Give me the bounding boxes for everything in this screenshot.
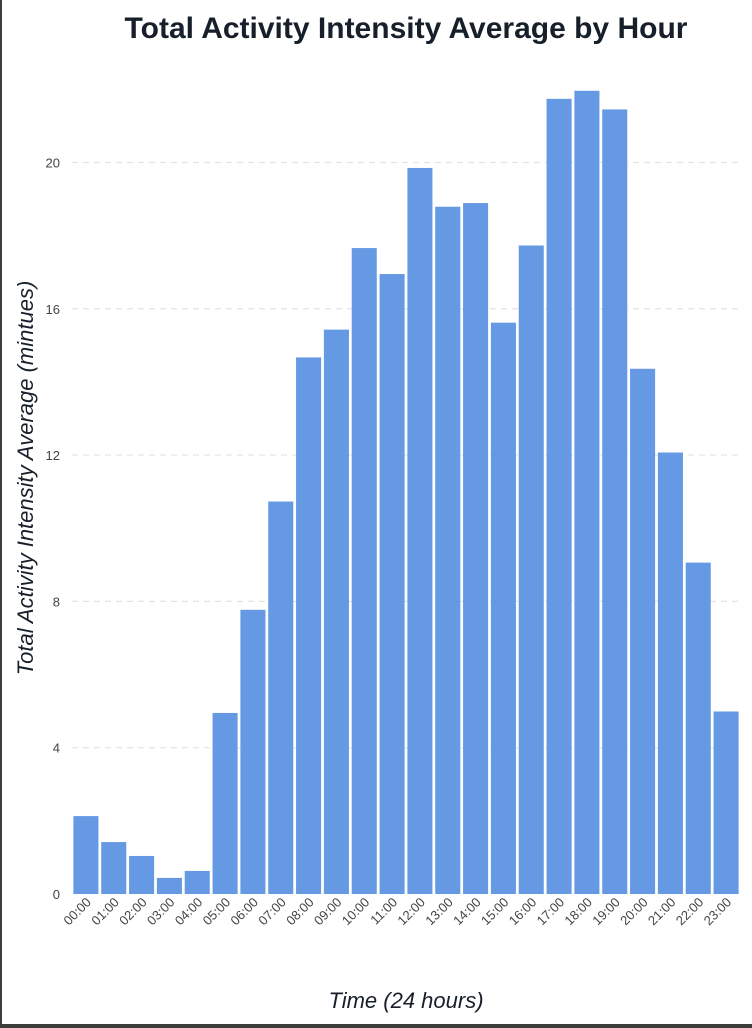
bar-1100: [379, 274, 405, 894]
x-tick-label: 07:00: [255, 895, 289, 929]
bar-1500: [490, 322, 516, 895]
bar-2000: [630, 368, 656, 894]
x-tick-label: 13:00: [422, 895, 456, 929]
x-tick-label: 03:00: [144, 895, 178, 929]
x-tick-label: 18:00: [561, 895, 595, 929]
x-tick-label: 04:00: [172, 895, 206, 929]
bars: [73, 90, 739, 895]
x-tick-label: 11:00: [367, 895, 400, 928]
bar-2300: [713, 711, 739, 894]
y-tick-label: 8: [53, 594, 60, 609]
bar-0700: [268, 501, 294, 894]
x-tick-label: 10:00: [339, 895, 373, 929]
bar-1700: [546, 98, 572, 895]
y-tick-labels: 0 4 8 12 16 20: [46, 155, 60, 902]
x-tick-label: 02:00: [116, 895, 150, 929]
y-axis-title: Total Activity Intensity Average (mintue…: [13, 281, 38, 676]
bar-0900: [323, 329, 349, 894]
bar-0000: [73, 816, 99, 894]
bar-0800: [296, 357, 322, 894]
bar-1800: [574, 90, 600, 894]
y-tick-label: 12: [46, 448, 60, 463]
bar-0600: [240, 609, 266, 894]
x-tick-label: 08:00: [283, 895, 317, 929]
x-tick-label: 00:00: [60, 895, 94, 929]
bar-0400: [184, 870, 210, 894]
bar-1300: [435, 206, 461, 894]
bar-1600: [518, 245, 544, 894]
x-tick-label: 06:00: [227, 895, 261, 929]
x-tick-label: 20:00: [617, 895, 651, 929]
x-tick-label: 21:00: [645, 895, 679, 929]
x-tick-label: 23:00: [701, 895, 735, 929]
x-tick-label: 14:00: [450, 895, 484, 929]
x-tick-label: 17:00: [534, 895, 568, 929]
bar-2200: [685, 562, 711, 894]
bar-1900: [602, 109, 628, 894]
bar-0300: [156, 877, 182, 894]
x-tick-label: 01:00: [88, 895, 122, 929]
y-tick-label: 4: [53, 741, 60, 756]
x-tick-label: 16:00: [506, 895, 540, 929]
bar-2100: [657, 452, 683, 894]
bar-0500: [212, 712, 238, 894]
x-tick-label: 19:00: [589, 895, 623, 929]
y-tick-label: 0: [53, 887, 60, 902]
bar-0200: [129, 855, 155, 894]
bar-1000: [351, 248, 377, 894]
x-tick-label: 22:00: [673, 895, 707, 929]
bar-1400: [463, 203, 489, 894]
x-tick-label: 09:00: [311, 895, 345, 929]
y-tick-label: 16: [46, 302, 60, 317]
bar-0100: [101, 842, 127, 894]
y-tick-label: 20: [46, 155, 60, 170]
x-tick-labels: 00:0001:0002:0003:0004:0005:0006:0007:00…: [60, 895, 734, 929]
bar-1200: [407, 167, 433, 894]
x-tick-label: 05:00: [200, 895, 234, 929]
chart-title: Total Activity Intensity Average by Hour: [125, 12, 688, 45]
x-tick-label: 12:00: [394, 895, 428, 929]
grid-lines: [72, 161, 740, 749]
x-tick-label: 15:00: [478, 895, 512, 929]
x-axis-title: Time (24 hours): [328, 988, 483, 1013]
